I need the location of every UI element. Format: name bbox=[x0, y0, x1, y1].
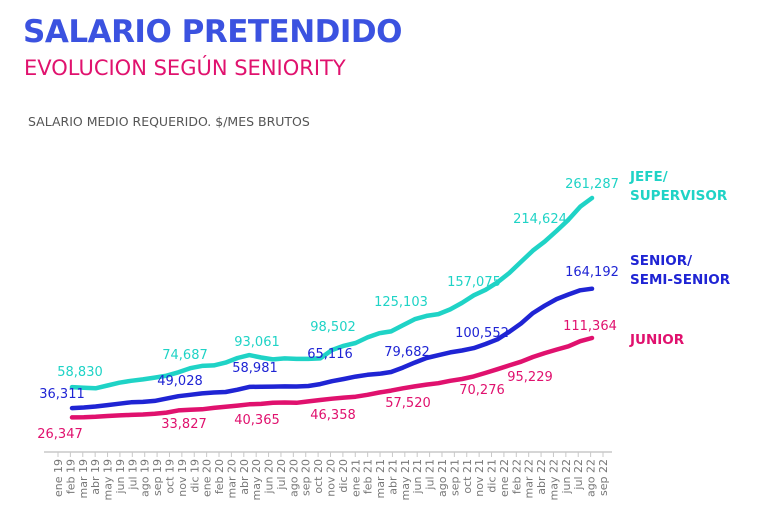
x-tick-label: jul 19 bbox=[126, 459, 139, 491]
x-tick-label: mar 21 bbox=[374, 459, 387, 498]
x-tick-label: jun 19 bbox=[114, 459, 127, 495]
data-label-junior: 33,827 bbox=[161, 417, 207, 432]
x-tick-label: oct 21 bbox=[461, 459, 474, 494]
x-tick-label: mar 22 bbox=[523, 459, 536, 498]
data-label-junior: 26,347 bbox=[37, 427, 83, 442]
x-tick-label: jun 20 bbox=[263, 459, 276, 495]
x-tick-label: sep 21 bbox=[448, 459, 461, 496]
x-tick-label: jun 21 bbox=[411, 459, 424, 495]
legend-jefe-line1: JEFE/ bbox=[630, 169, 668, 185]
x-tick-label: ene 19 bbox=[52, 459, 65, 497]
x-tick-label: ene 22 bbox=[498, 459, 511, 497]
x-tick-label: mar 19 bbox=[77, 459, 90, 498]
data-label-senior: 164,192 bbox=[565, 265, 619, 280]
x-tick-label: jul 21 bbox=[424, 459, 437, 491]
x-tick-label: sep 22 bbox=[597, 459, 610, 496]
data-label-jefe: 93,061 bbox=[234, 335, 280, 350]
data-label-junior: 46,358 bbox=[310, 408, 356, 423]
chart-subtitle: EVOLUCION SEGÚN SENIORITY bbox=[24, 56, 346, 80]
x-tick-label: may 21 bbox=[399, 459, 412, 500]
x-tick-label: sep 19 bbox=[151, 459, 164, 496]
x-tick-label: dic 21 bbox=[486, 459, 499, 493]
x-tick-label: nov 19 bbox=[176, 459, 189, 497]
x-tick-label: mar 20 bbox=[225, 459, 238, 498]
x-tick-label: feb 21 bbox=[362, 459, 375, 494]
x-tick-label: ago 21 bbox=[436, 459, 449, 497]
data-label-junior: 70,276 bbox=[459, 383, 505, 398]
data-label-jefe: 261,287 bbox=[565, 177, 619, 192]
data-label-junior: 111,364 bbox=[563, 319, 617, 334]
x-tick-label: may 22 bbox=[547, 459, 560, 500]
x-tick-label: abr 20 bbox=[238, 459, 251, 495]
data-label-jefe: 125,103 bbox=[374, 295, 428, 310]
x-tick-label: feb 22 bbox=[510, 459, 523, 494]
data-label-senior: 79,682 bbox=[384, 345, 430, 360]
x-tick-label: ene 20 bbox=[201, 459, 214, 497]
x-tick-label: oct 19 bbox=[163, 459, 176, 494]
data-label-senior: 58,981 bbox=[232, 361, 278, 376]
x-tick-label: sep 20 bbox=[300, 459, 313, 496]
data-label-senior: 65,116 bbox=[307, 347, 353, 362]
x-tick-label: oct 20 bbox=[312, 459, 325, 494]
y-axis-label: SALARIO MEDIO REQUERIDO. $/MES BRUTOS bbox=[28, 114, 310, 129]
x-tick-label: ago 22 bbox=[585, 459, 598, 497]
x-tick-label: ago 20 bbox=[287, 459, 300, 497]
legend-junior: JUNIOR bbox=[630, 331, 684, 350]
x-tick-label: jul 22 bbox=[572, 459, 585, 491]
x-tick-label: dic 20 bbox=[337, 459, 350, 493]
legend-senior-line2: SEMI-SENIOR bbox=[630, 272, 731, 288]
chart-title: SALARIO PRETENDIDO bbox=[23, 14, 403, 50]
x-tick-label: dic 19 bbox=[188, 459, 201, 493]
x-tick-label: may 20 bbox=[250, 459, 263, 500]
x-tick-label: ago 19 bbox=[139, 459, 152, 497]
data-label-senior: 49,028 bbox=[157, 374, 203, 389]
data-label-junior: 40,365 bbox=[234, 413, 280, 428]
x-tick-label: abr 21 bbox=[386, 459, 399, 495]
x-tick-label: nov 20 bbox=[325, 459, 338, 497]
data-label-senior: 100,552 bbox=[455, 326, 509, 341]
x-tick-label: feb 19 bbox=[64, 459, 77, 494]
data-label-junior: 57,520 bbox=[385, 396, 431, 411]
data-label-senior: 36,311 bbox=[39, 387, 85, 402]
legend-jefe-line2: SUPERVISOR bbox=[630, 188, 728, 204]
data-label-junior: 95,229 bbox=[507, 370, 553, 385]
legend-senior: SENIOR/ SEMI-SENIOR bbox=[630, 252, 730, 290]
legend-junior-line1: JUNIOR bbox=[630, 332, 685, 348]
x-tick-label: may 19 bbox=[102, 459, 115, 500]
x-tick-label: feb 20 bbox=[213, 459, 226, 494]
data-label-jefe: 157,075 bbox=[447, 275, 501, 290]
x-tick-label: jun 22 bbox=[560, 459, 573, 495]
x-tick-label: ene 21 bbox=[349, 459, 362, 497]
data-label-jefe: 74,687 bbox=[162, 348, 208, 363]
x-tick-label: abr 22 bbox=[535, 459, 548, 495]
legend-jefe: JEFE/ SUPERVISOR bbox=[630, 168, 727, 206]
data-label-jefe: 58,830 bbox=[57, 365, 103, 380]
data-label-jefe: 214,624 bbox=[513, 212, 567, 227]
data-label-jefe: 98,502 bbox=[310, 320, 356, 335]
x-tick-label: jul 20 bbox=[275, 459, 288, 491]
legend-senior-line1: SENIOR/ bbox=[630, 253, 693, 269]
x-tick-label: nov 21 bbox=[473, 459, 486, 497]
x-tick-label: abr 19 bbox=[89, 459, 102, 495]
